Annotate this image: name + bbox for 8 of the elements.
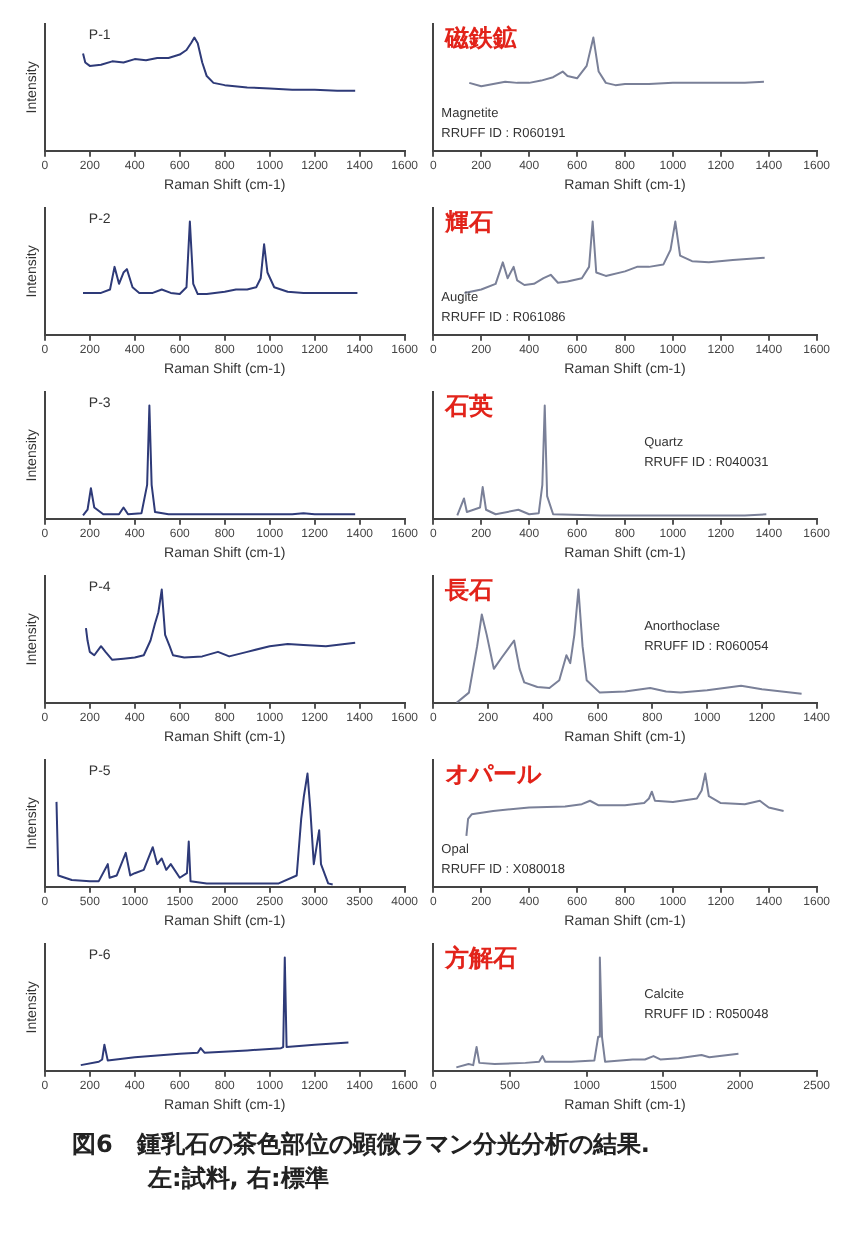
chart-title: オパール <box>445 760 544 789</box>
chart-title: 方解石 <box>443 944 518 973</box>
text: 左:試料, 右:標準 <box>145 1162 331 1196</box>
caption: 図6 鍾乳石の茶色部位の顕微ラマン分光分析の結果. <box>72 1128 652 1162</box>
chart-title: 輝石 <box>443 208 494 237</box>
chart-title: 長石 <box>443 576 494 605</box>
chart-title: 磁鉄鉱 <box>443 24 518 53</box>
chart-title: 石英 <box>443 392 494 421</box>
